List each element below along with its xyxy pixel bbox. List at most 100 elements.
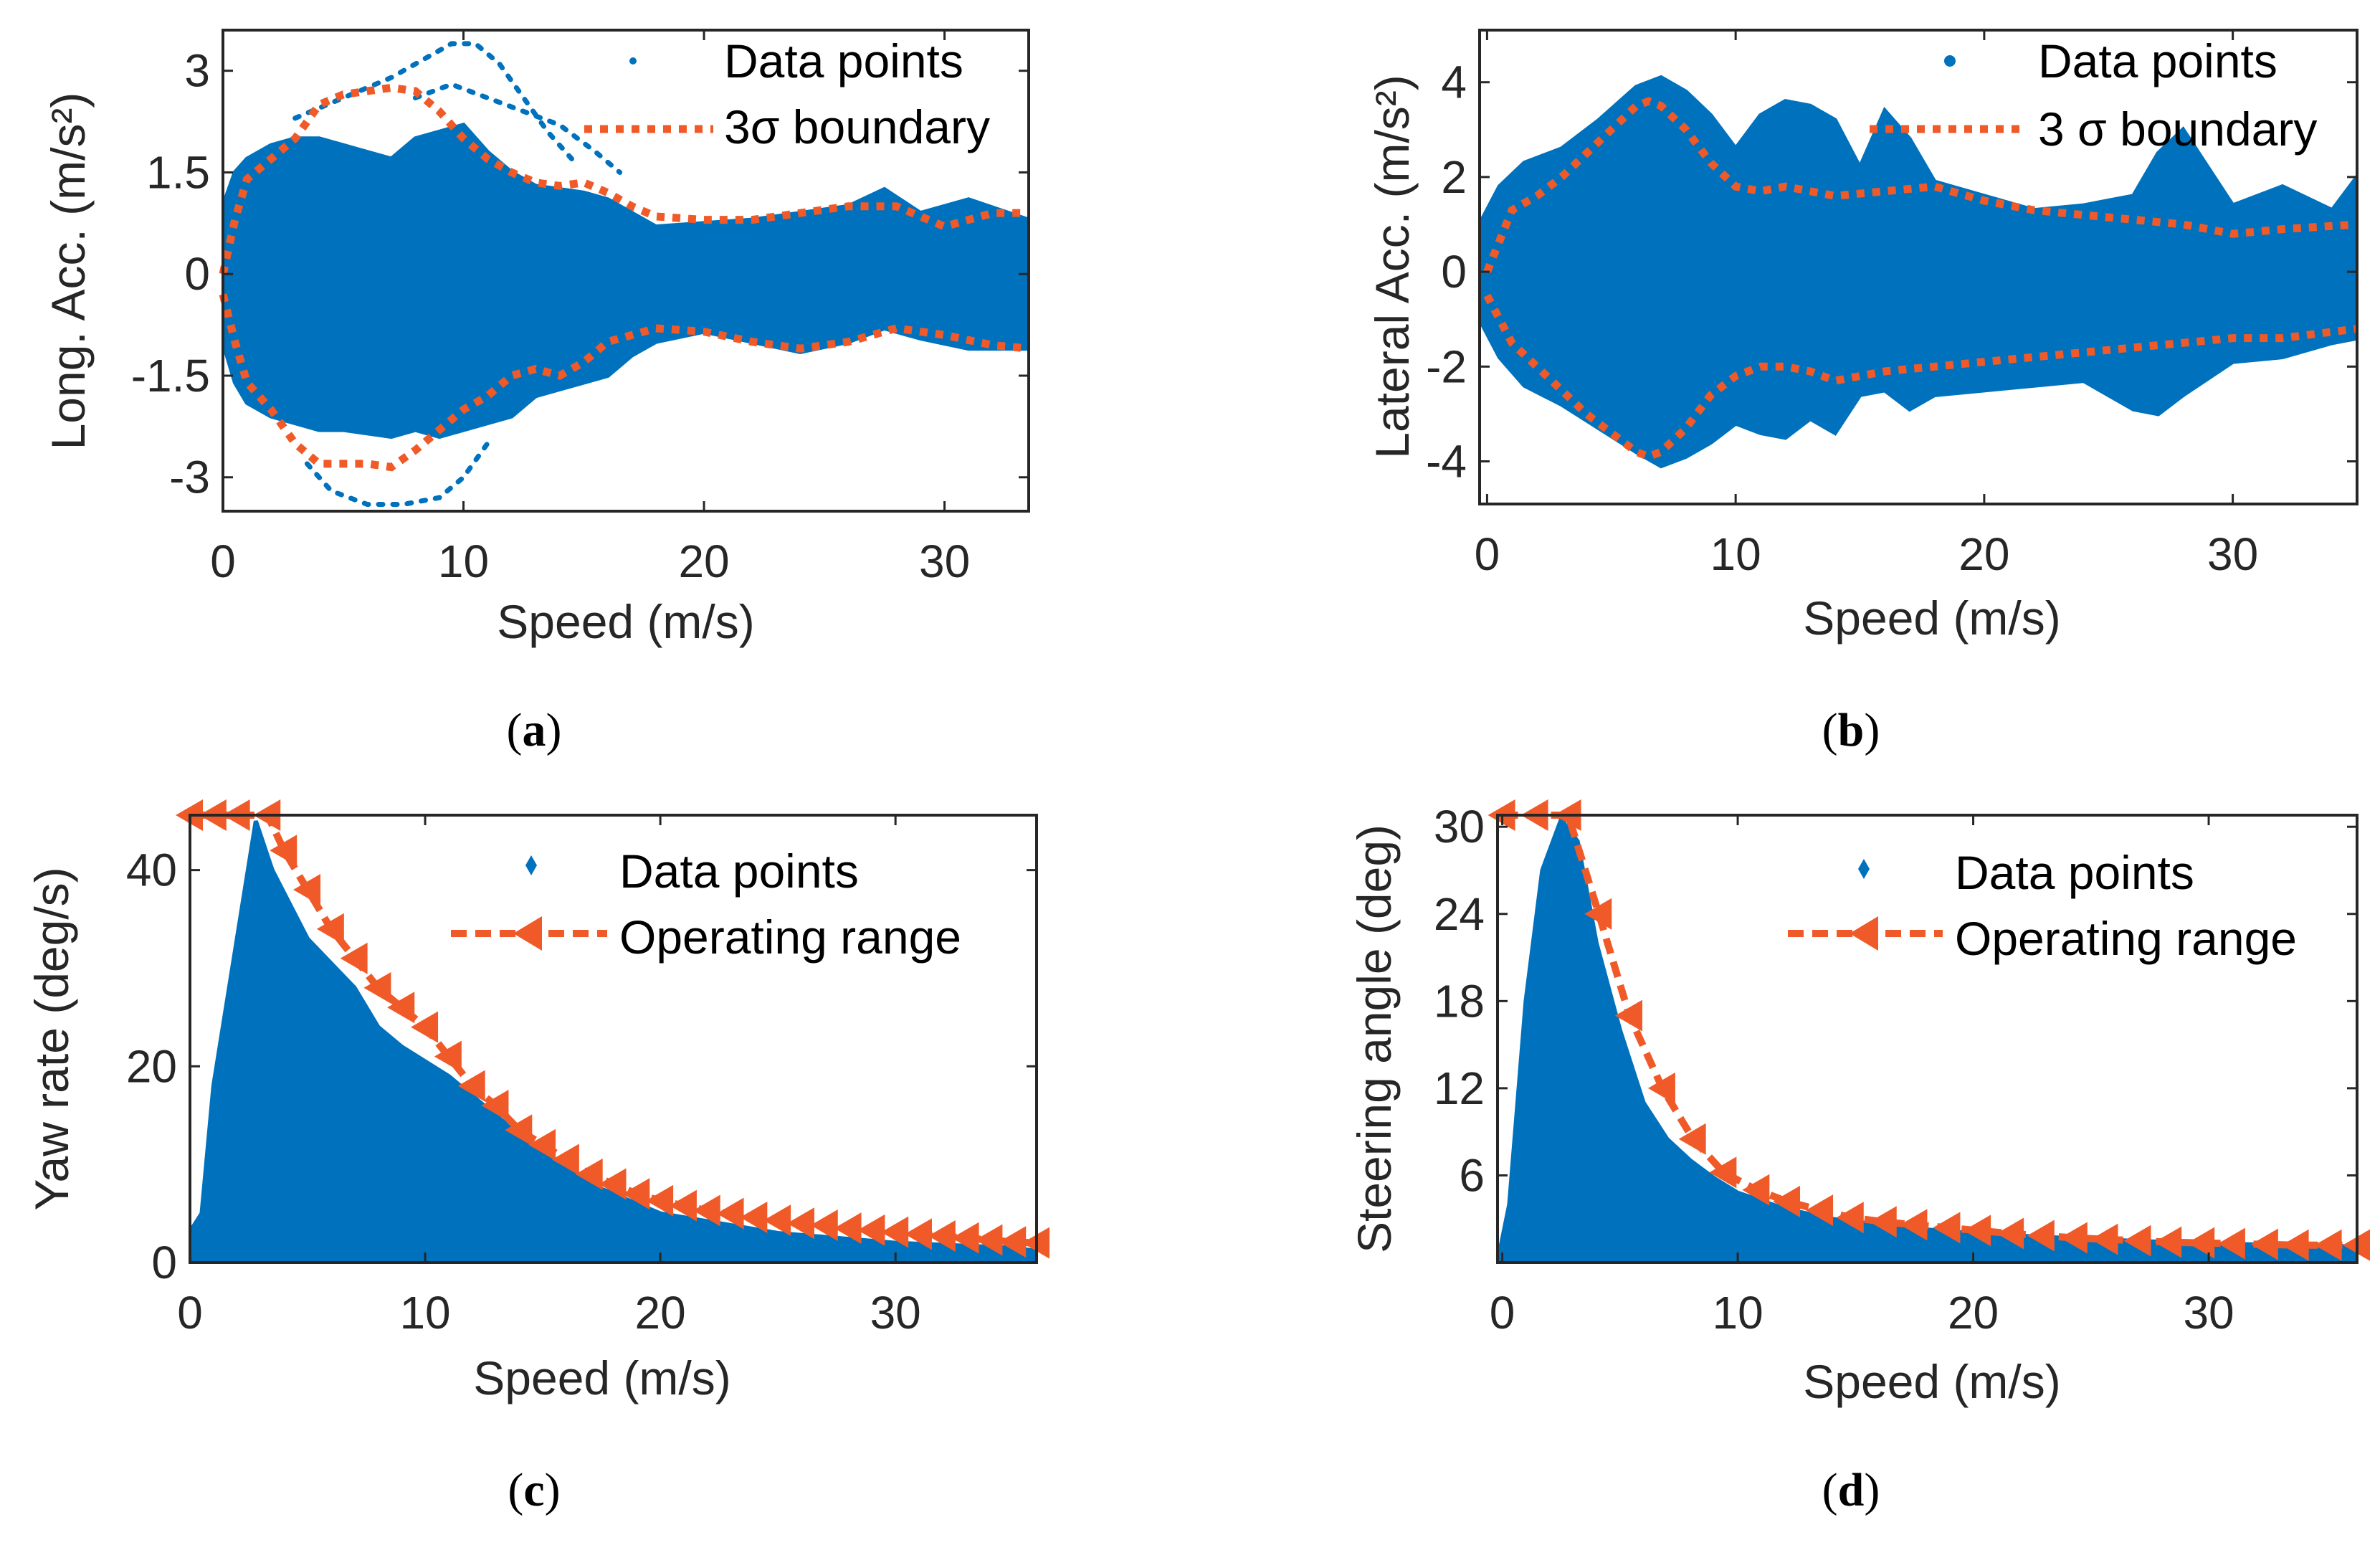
operating-range-marker	[1836, 1202, 1864, 1234]
y-tick-label: -2	[1426, 341, 1467, 392]
operating-range-marker	[1996, 1217, 2024, 1250]
operating-range-marker	[599, 1168, 627, 1200]
operating-range-marker	[551, 1144, 579, 1176]
x-tick-label: 0	[1490, 1287, 1515, 1339]
panel-c-legend-data: Data points	[619, 845, 859, 898]
data-points-cloud	[223, 122, 1029, 439]
caption-d: (d)	[1822, 1464, 1880, 1516]
operating-range-marker	[1933, 1212, 1961, 1244]
panel-b-xlabel: Speed (m/s)	[1803, 591, 2060, 645]
panel-d-ylabel: Steering angle (deg)	[1348, 824, 1401, 1253]
axes-box	[1496, 814, 2358, 1264]
legend-range-marker	[513, 916, 542, 951]
caption-b-letter: b	[1838, 704, 1865, 756]
operating-range-marker	[716, 1197, 744, 1230]
legend-data-marker	[629, 57, 637, 65]
operating-range-marker	[1647, 1072, 1675, 1104]
x-tick-label: 10	[438, 536, 489, 587]
operating-range-marker	[270, 835, 298, 867]
panel-a-xlabel: Speed (m/s)	[497, 595, 754, 648]
operating-range-marker	[1742, 1174, 1770, 1206]
x-tick-label: 30	[2183, 1287, 2234, 1339]
operating-range-marker	[2123, 1225, 2151, 1257]
panel-a-ylabel: Long. Acc. (m/s²)	[42, 92, 95, 450]
operating-range-marker	[1964, 1214, 1991, 1247]
operating-range-marker	[2217, 1227, 2245, 1260]
operating-range-marker	[1773, 1185, 1801, 1217]
y-tick-label: -3	[169, 452, 210, 503]
panel-c-ylabel: Yaw rate (deg/s)	[25, 867, 78, 1210]
panel-a: 0 10 20 30 3 1.5 0 -1.5 -3	[131, 29, 1030, 587]
operating-range-marker	[1678, 1123, 1706, 1155]
panel-a-legend-data: Data points	[724, 34, 963, 87]
y-tick-label: 3	[184, 45, 210, 97]
operating-range-marker	[2281, 1229, 2309, 1261]
operating-range-marker	[646, 1184, 674, 1217]
x-tick-label: 20	[1958, 528, 2009, 580]
operating-range-marker	[2154, 1226, 2182, 1258]
operating-range-marker	[763, 1204, 791, 1237]
operating-range-marker	[293, 874, 321, 905]
x-tick-label: 30	[2207, 528, 2258, 580]
axes-box	[1478, 29, 2358, 505]
operating-range-marker	[2250, 1228, 2278, 1260]
y-tick-label: 2	[1441, 151, 1467, 203]
y-tick-label: -1.5	[131, 350, 210, 401]
data-points-trace	[304, 440, 490, 508]
operating-range-marker	[975, 1224, 1003, 1256]
panel-d-legend-boundary: Operating range	[1955, 912, 2297, 965]
operating-range-marker	[740, 1202, 768, 1234]
operating-range-marker	[1806, 1194, 1834, 1227]
operating-range-marker	[481, 1090, 509, 1122]
x-tick-label: 20	[678, 536, 729, 587]
operating-range-marker	[834, 1212, 862, 1245]
operating-range-marker	[904, 1218, 932, 1250]
operating-range-marker	[881, 1216, 909, 1248]
operating-range-marker	[786, 1207, 814, 1240]
operating-range-marker	[2314, 1229, 2342, 1261]
x-tick-label: 0	[210, 536, 236, 587]
panel-d-legend-data: Data points	[1955, 846, 2194, 899]
panel-d: 0 10 20 30 30 24 18 12 6	[1434, 799, 2370, 1339]
panel-d-xlabel: Speed (m/s)	[1803, 1355, 2060, 1408]
y-tick-label: 0	[151, 1237, 177, 1288]
operating-range-marker	[1900, 1209, 1928, 1241]
operating-range-marker	[1614, 999, 1642, 1032]
operating-range-marker	[528, 1128, 556, 1161]
legend-data-marker	[1944, 55, 1956, 67]
operating-range-marker	[2027, 1220, 2055, 1252]
boundary-lower-line	[1483, 293, 2358, 461]
panel-c-legend-boundary: Operating range	[619, 911, 961, 964]
y-tick-label: 4	[1441, 57, 1467, 108]
axes-box	[189, 814, 1038, 1264]
panel-c: 0 10 20 30 40 20 0	[126, 799, 1049, 1339]
operating-range-marker	[622, 1178, 650, 1210]
y-tick-label: 20	[126, 1040, 177, 1092]
data-points-cloud	[1498, 815, 2357, 1263]
operating-range-marker	[951, 1222, 979, 1254]
x-tick-label: 20	[1948, 1287, 1999, 1339]
data-points-trace	[412, 81, 623, 175]
operating-range-marker	[1584, 898, 1612, 930]
y-tick-label: 1.5	[146, 146, 210, 198]
legend-range-marker	[1850, 916, 1878, 951]
operating-range-marker	[316, 913, 344, 945]
operating-range-marker	[1709, 1156, 1737, 1189]
x-tick-label: 30	[919, 536, 970, 587]
operating-range-marker	[2060, 1222, 2088, 1254]
y-tick-label: -4	[1426, 436, 1467, 488]
operating-range-marker	[363, 971, 391, 1004]
operating-range-marker	[411, 1011, 439, 1043]
operating-range-marker	[2187, 1227, 2215, 1259]
operating-range-marker	[692, 1194, 720, 1227]
operating-range-marker	[857, 1214, 885, 1246]
operating-range-marker	[505, 1114, 533, 1146]
operating-range-marker	[457, 1070, 485, 1102]
operating-range-marker	[928, 1220, 956, 1252]
caption-a-letter: a	[523, 704, 546, 756]
operating-range-marker	[2090, 1223, 2118, 1255]
data-points-cloud	[190, 820, 1037, 1263]
operating-range-marker	[810, 1209, 838, 1241]
legend-data-marker	[525, 855, 537, 875]
